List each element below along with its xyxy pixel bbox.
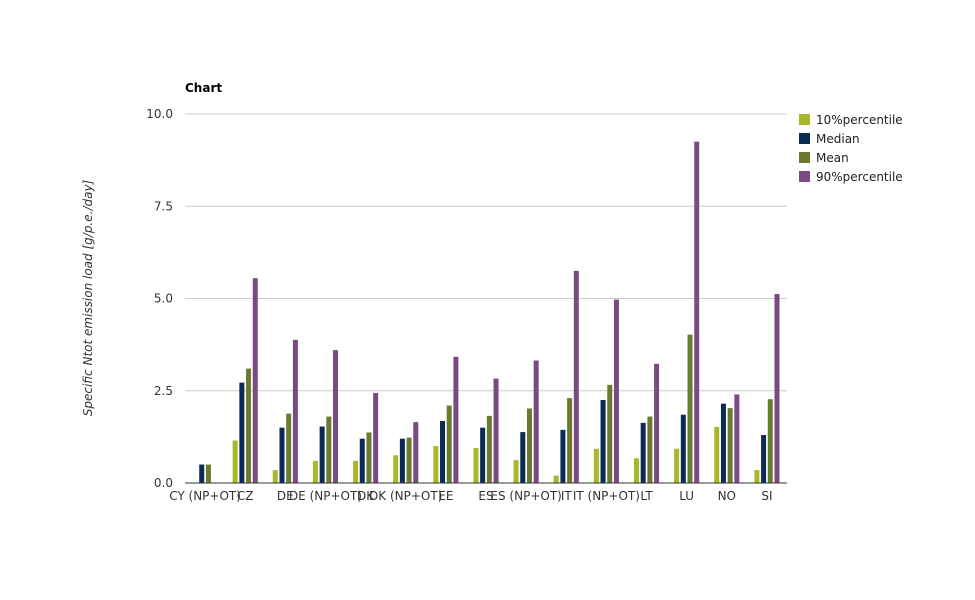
y-tick-labels: 0.0 2.5 5.0 7.5 10.0: [146, 107, 173, 490]
bar[interactable]: [199, 464, 205, 483]
bar[interactable]: [607, 384, 613, 483]
bar[interactable]: [473, 447, 479, 483]
bar[interactable]: [399, 438, 405, 483]
y-tick-label: 10.0: [146, 107, 173, 121]
y-axis-label: Specific Ntot emission load [g/p.e./day]: [81, 179, 95, 416]
bar[interactable]: [720, 403, 726, 483]
x-tick-label: SI: [761, 489, 772, 503]
x-tick-label: CZ: [237, 489, 254, 503]
x-tick-label: IT (NP+OT): [573, 489, 640, 503]
bar[interactable]: [433, 446, 439, 483]
x-tick-label: IT: [561, 489, 573, 503]
bar[interactable]: [239, 382, 245, 483]
bar[interactable]: [373, 392, 379, 483]
x-tick-label: ES (NP+OT): [490, 489, 561, 503]
x-tick-label: LT: [640, 489, 653, 503]
bar[interactable]: [533, 360, 539, 483]
legend-label[interactable]: 90%percentile: [816, 170, 903, 184]
bar[interactable]: [654, 363, 660, 483]
x-tick-label: CY (NP+OT): [169, 489, 241, 503]
bar[interactable]: [680, 414, 686, 483]
bar[interactable]: [493, 378, 499, 483]
chart-title: Chart: [185, 81, 222, 95]
bar[interactable]: [359, 438, 365, 483]
legend: 10%percentile Median Mean 90%percentile: [799, 113, 903, 184]
legend-swatch: [799, 152, 810, 163]
legend-swatch: [799, 114, 810, 125]
bar[interactable]: [526, 408, 532, 483]
bar[interactable]: [406, 437, 412, 483]
bar[interactable]: [413, 422, 419, 483]
bar[interactable]: [333, 350, 339, 483]
bar[interactable]: [286, 413, 292, 483]
bar[interactable]: [774, 294, 780, 483]
legend-swatch: [799, 171, 810, 182]
bar[interactable]: [767, 399, 773, 483]
x-tick-label: DK (NP+OT): [369, 489, 442, 503]
x-tick-label: LU: [679, 489, 694, 503]
y-tick-label: 0.0: [154, 476, 173, 490]
bar[interactable]: [480, 427, 486, 483]
bar[interactable]: [593, 448, 599, 483]
bar[interactable]: [687, 334, 693, 483]
x-tick-label: DE: [277, 489, 294, 503]
bar[interactable]: [560, 429, 566, 483]
bar[interactable]: [393, 455, 399, 483]
bar[interactable]: [761, 435, 767, 483]
bar[interactable]: [600, 399, 606, 483]
bar[interactable]: [272, 470, 278, 483]
bar[interactable]: [553, 475, 559, 483]
bar[interactable]: [440, 421, 446, 483]
bar[interactable]: [446, 405, 452, 483]
bar[interactable]: [366, 432, 372, 483]
bar[interactable]: [754, 470, 760, 483]
bar[interactable]: [714, 426, 720, 483]
bar[interactable]: [312, 460, 318, 483]
bar[interactable]: [734, 394, 740, 483]
bar[interactable]: [319, 426, 325, 483]
x-tick-label: ES: [478, 489, 493, 503]
x-tick-label: DE (NP+OT): [289, 489, 362, 503]
bar[interactable]: [520, 432, 526, 483]
legend-label[interactable]: 10%percentile: [816, 113, 903, 127]
grid-lines: [185, 113, 787, 392]
bar[interactable]: [205, 464, 211, 483]
bar[interactable]: [486, 415, 492, 483]
bar[interactable]: [246, 368, 252, 483]
bar[interactable]: [279, 427, 285, 483]
bar[interactable]: [640, 422, 646, 483]
y-tick-label: 5.0: [154, 292, 173, 306]
bar[interactable]: [647, 416, 653, 483]
legend-label[interactable]: Mean: [816, 151, 849, 165]
bar[interactable]: [613, 299, 619, 483]
bar[interactable]: [567, 398, 573, 483]
bar[interactable]: [292, 339, 298, 483]
bar[interactable]: [674, 448, 680, 483]
bars: [199, 141, 780, 484]
x-tick-label: DK: [357, 489, 375, 503]
bar[interactable]: [252, 278, 258, 483]
legend-swatch: [799, 133, 810, 144]
bar[interactable]: [453, 356, 459, 483]
bar[interactable]: [353, 460, 359, 483]
legend-label[interactable]: Median: [816, 132, 860, 146]
y-tick-label: 7.5: [154, 199, 173, 213]
bar[interactable]: [232, 440, 238, 483]
bar[interactable]: [727, 408, 733, 483]
bar[interactable]: [573, 270, 579, 483]
y-tick-label: 2.5: [154, 384, 173, 398]
bar[interactable]: [694, 141, 700, 484]
bar[interactable]: [326, 416, 332, 483]
bar[interactable]: [633, 458, 639, 483]
x-tick-label: EE: [438, 489, 453, 503]
x-tick-label: NO: [718, 489, 736, 503]
bar[interactable]: [513, 460, 519, 483]
